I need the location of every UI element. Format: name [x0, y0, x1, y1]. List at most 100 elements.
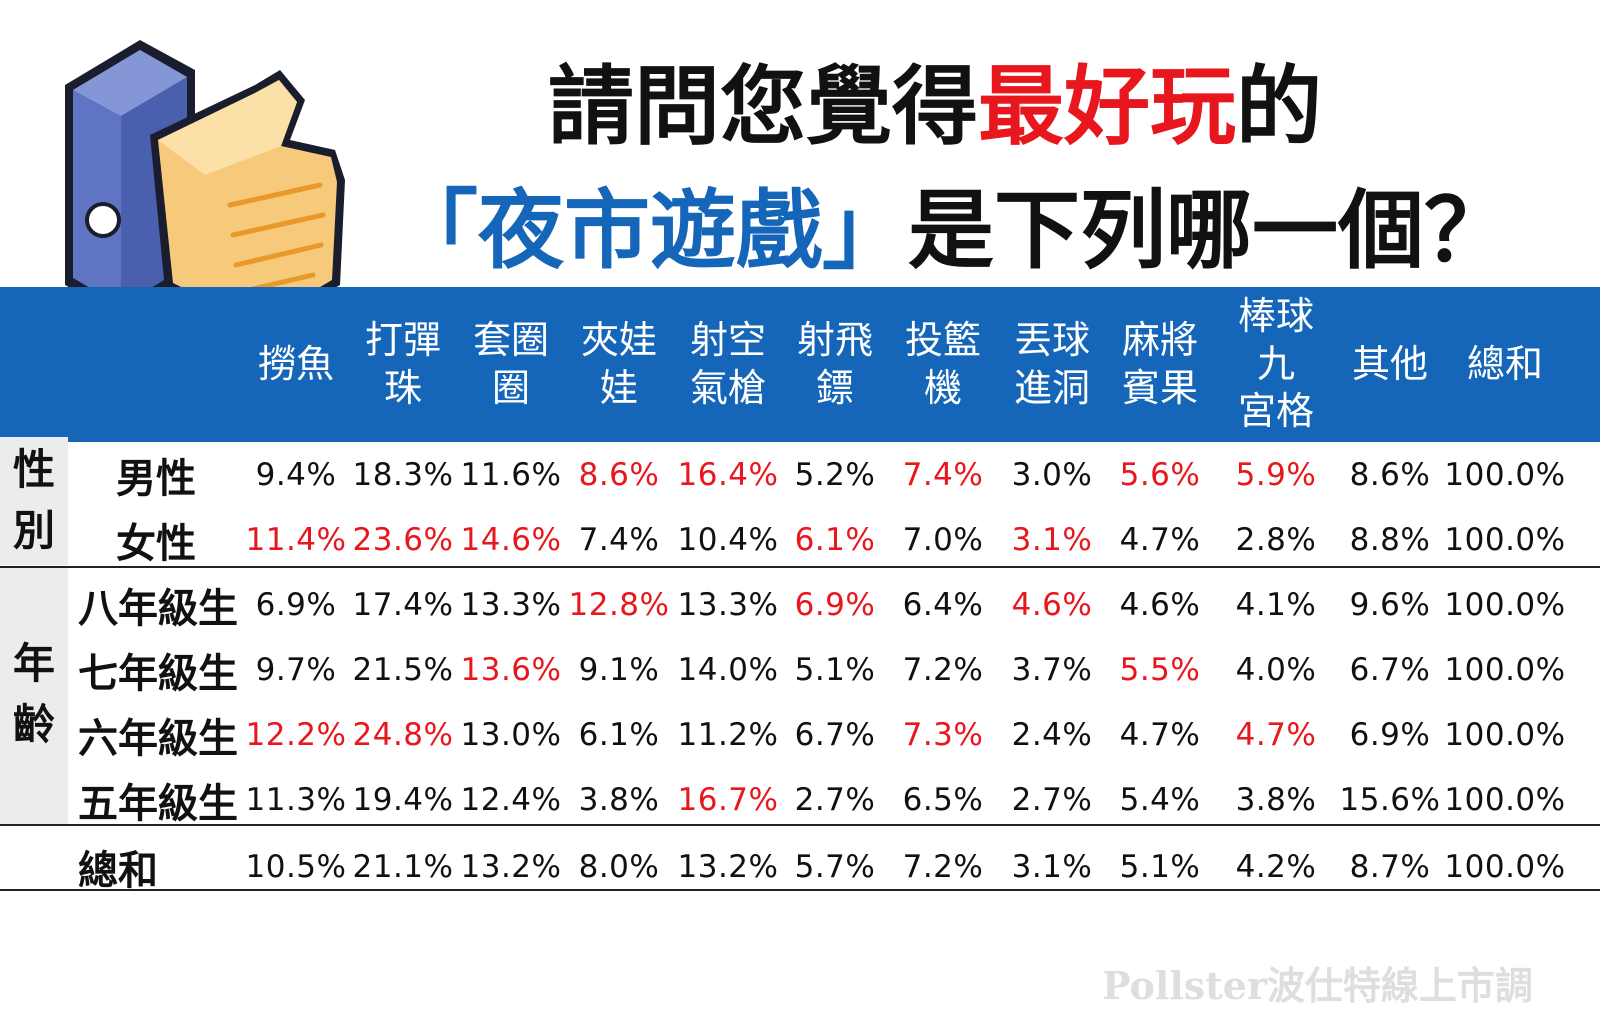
table-cell: 9.4%	[255, 457, 337, 493]
table-cell: 14.0%	[677, 652, 779, 688]
table-cell: 100.0%	[1444, 587, 1566, 623]
table-cell: 5.2%	[794, 457, 876, 493]
table-cell: 12.4%	[460, 782, 562, 818]
table-cell: 3.1%	[1011, 849, 1093, 885]
table-cell: 9.7%	[255, 652, 337, 688]
row-label: 男性	[116, 456, 196, 502]
table-cell: 5.9%	[1235, 457, 1317, 493]
table-cell: 13.2%	[460, 849, 562, 885]
table-cell: 15.6%	[1339, 782, 1441, 818]
table-cell: 12.8%	[568, 587, 670, 623]
table-cell: 6.1%	[578, 717, 660, 753]
table-cell: 7.4%	[578, 522, 660, 558]
table-cell: 100.0%	[1444, 652, 1566, 688]
table-cell: 8.6%	[578, 457, 660, 493]
table-cell: 10.5%	[245, 849, 347, 885]
table-cell: 5.1%	[794, 652, 876, 688]
group-background	[0, 437, 68, 565]
table-cell: 6.5%	[902, 782, 984, 818]
table-cell: 7.2%	[902, 849, 984, 885]
table-cell: 4.2%	[1235, 849, 1317, 885]
watermark: Pollster波仕特線上市調	[1102, 963, 1533, 1008]
table-cell: 5.5%	[1119, 652, 1201, 688]
table-divider	[0, 566, 1600, 568]
table-cell: 6.7%	[794, 717, 876, 753]
column-header: 丟球 進洞	[1013, 318, 1090, 410]
row-label: 七年級生	[78, 651, 238, 697]
column-header: 總和	[1466, 341, 1543, 386]
table-cell: 3.8%	[1235, 782, 1317, 818]
table-cell: 13.3%	[677, 587, 779, 623]
table-cell: 6.9%	[1349, 717, 1431, 753]
row-label: 五年級生	[78, 781, 238, 827]
table-cell: 6.1%	[794, 522, 876, 558]
table-cell: 4.7%	[1119, 717, 1201, 753]
table-cell: 6.4%	[902, 587, 984, 623]
table-cell: 8.8%	[1349, 522, 1431, 558]
table-cell: 17.4%	[352, 587, 454, 623]
group-background	[0, 566, 68, 824]
table-cell: 5.6%	[1119, 457, 1201, 493]
column-header: 射飛 鏢	[796, 318, 873, 410]
table-cell: 4.7%	[1235, 717, 1317, 753]
table-cell: 100.0%	[1444, 457, 1566, 493]
table-cell: 18.3%	[352, 457, 454, 493]
table-cell: 11.3%	[245, 782, 347, 818]
table-header	[0, 287, 1600, 442]
table-cell: 3.0%	[1011, 457, 1093, 493]
table-cell: 21.1%	[352, 849, 454, 885]
row-label: 女性	[116, 521, 196, 567]
table-cell: 5.1%	[1119, 849, 1201, 885]
table-cell: 9.1%	[578, 652, 660, 688]
row-label: 八年級生	[78, 586, 238, 632]
results-table: 撈魚 打彈 珠套圈 圈夾娃 娃射空 氣槍 射飛 鏢投籃 機丟球 進洞 麻將 賓果 棒球九…	[0, 287, 1600, 907]
thumbs-up-icon	[55, 30, 355, 340]
table-cell: 2.7%	[1011, 782, 1093, 818]
table-cell: 7.2%	[902, 652, 984, 688]
table-cell: 100.0%	[1444, 849, 1566, 885]
table-cell: 6.7%	[1349, 652, 1431, 688]
table-cell: 5.7%	[794, 849, 876, 885]
table-cell: 4.7%	[1119, 522, 1201, 558]
table-cell: 16.4%	[677, 457, 779, 493]
table-cell: 8.7%	[1349, 849, 1431, 885]
table-cell: 11.2%	[677, 717, 779, 753]
column-header: 棒球九 宮格	[1237, 294, 1314, 434]
table-cell: 24.8%	[352, 717, 454, 753]
table-cell: 100.0%	[1444, 782, 1566, 818]
table-cell: 11.4%	[245, 522, 347, 558]
group-label: 年 齡	[12, 639, 55, 749]
column-header: 射空 氣槍	[689, 318, 766, 410]
table-cell: 13.3%	[460, 587, 562, 623]
table-cell: 11.6%	[460, 457, 562, 493]
table-cell: 6.9%	[255, 587, 337, 623]
chart-title-line2: 「夜市遊戲」是下列哪一個？	[392, 188, 1510, 274]
table-cell: 8.6%	[1349, 457, 1431, 493]
title-part-c: 的	[1236, 57, 1322, 157]
table-cell: 16.7%	[677, 782, 779, 818]
table-cell: 4.1%	[1235, 587, 1317, 623]
table-cell: 7.4%	[902, 457, 984, 493]
table-cell: 10.4%	[677, 522, 779, 558]
table-cell: 6.9%	[794, 587, 876, 623]
table-cell: 4.6%	[1011, 587, 1093, 623]
table-divider	[0, 824, 1600, 826]
table-cell: 9.6%	[1349, 587, 1431, 623]
table-cell: 4.0%	[1235, 652, 1317, 688]
table-divider	[0, 889, 1600, 891]
column-header: 撈魚	[257, 341, 334, 386]
title-highlight: 最好玩	[978, 57, 1236, 157]
title-part-a: 請問您覺得	[548, 57, 978, 157]
table-cell: 7.3%	[902, 717, 984, 753]
table-cell: 100.0%	[1444, 717, 1566, 753]
table-cell: 13.6%	[460, 652, 562, 688]
column-header: 夾娃 娃	[580, 318, 657, 410]
title-question: 是下列哪一個？	[908, 181, 1510, 281]
table-cell: 21.5%	[352, 652, 454, 688]
table-cell: 19.4%	[352, 782, 454, 818]
table-cell: 2.4%	[1011, 717, 1093, 753]
chart-title-line1: 請問您覺得最好玩的	[548, 64, 1322, 150]
table-cell: 2.7%	[794, 782, 876, 818]
column-header: 投籃 機	[904, 318, 981, 410]
table-cell: 3.8%	[578, 782, 660, 818]
